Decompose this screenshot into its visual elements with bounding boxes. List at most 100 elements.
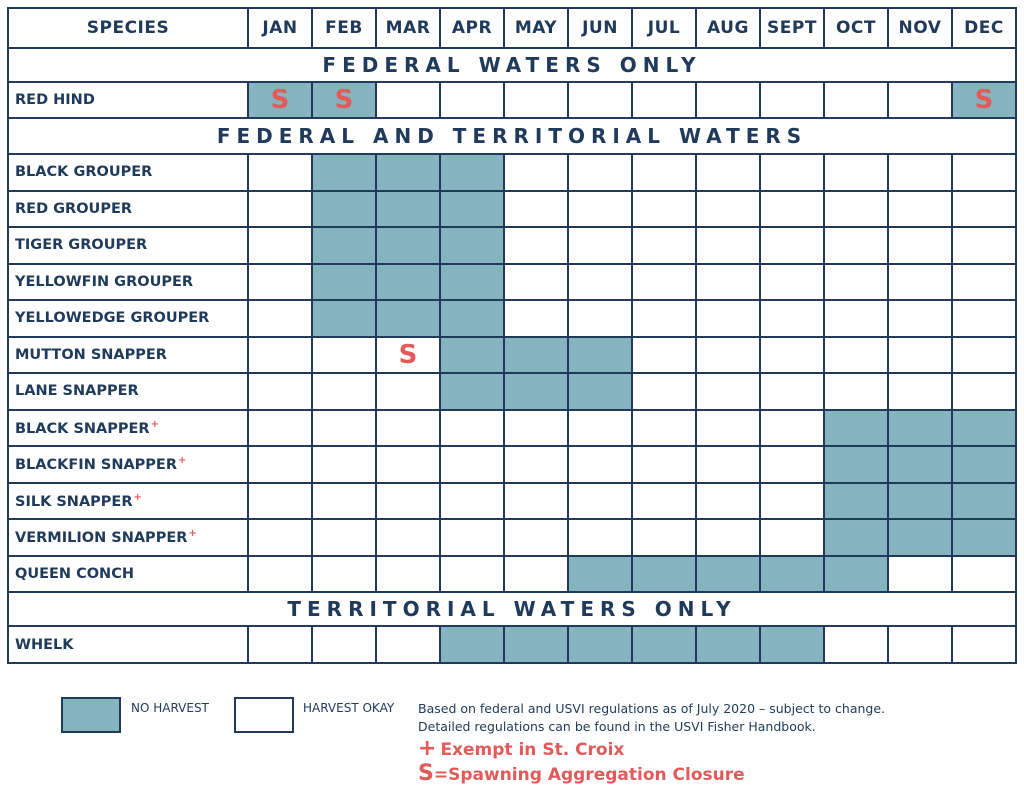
harvest-okay-cell bbox=[887, 153, 953, 192]
no-harvest-cell bbox=[951, 518, 1017, 557]
no-harvest-cell bbox=[567, 554, 633, 593]
harvest-okay-cell bbox=[567, 299, 633, 338]
species-name: LANE SNAPPER bbox=[7, 372, 249, 411]
month-header-aug: AUG bbox=[695, 7, 761, 49]
harvest-okay-cell bbox=[823, 153, 889, 192]
harvest-okay-cell bbox=[567, 518, 633, 557]
harvest-okay-cell bbox=[375, 445, 441, 484]
no-harvest-cell bbox=[631, 625, 697, 664]
spawning-closure-marker: S bbox=[974, 85, 994, 115]
species-name-text: LANE SNAPPER bbox=[15, 383, 139, 400]
no-harvest-cell bbox=[311, 153, 377, 192]
harvest-okay-cell bbox=[695, 481, 761, 520]
species-name-text: TIGER GROUPER bbox=[15, 237, 148, 254]
harvest-okay-cell bbox=[631, 226, 697, 265]
species-name-text: RED GROUPER bbox=[15, 200, 133, 217]
no-harvest-cell: S bbox=[247, 81, 313, 119]
no-harvest-cell bbox=[887, 408, 953, 447]
species-name: VERMILION SNAPPER+ bbox=[7, 518, 249, 557]
harvest-okay-cell bbox=[759, 335, 825, 374]
harvest-okay-cell bbox=[247, 408, 313, 447]
no-harvest-cell bbox=[375, 226, 441, 265]
spawning-text: =Spawning Aggregation Closure bbox=[433, 765, 745, 785]
regulation-note: Based on federal and USVI regulations as… bbox=[418, 700, 885, 736]
no-harvest-cell bbox=[951, 445, 1017, 484]
no-harvest-cell bbox=[311, 299, 377, 338]
species-name-text: MUTTON SNAPPER bbox=[15, 346, 167, 363]
harvest-okay-cell bbox=[503, 518, 569, 557]
harvest-okay-cell bbox=[695, 262, 761, 301]
species-name: SILK SNAPPER+ bbox=[7, 481, 249, 520]
regulation-note-line2: Detailed regulations can be found in the… bbox=[418, 719, 816, 734]
harvest-okay-cell bbox=[631, 335, 697, 374]
species-name-text: SILK SNAPPER bbox=[15, 493, 133, 510]
no-harvest-cell bbox=[951, 481, 1017, 520]
no-harvest-cell bbox=[375, 299, 441, 338]
harvest-okay-cell bbox=[951, 625, 1017, 664]
no-harvest-cell bbox=[631, 554, 697, 593]
species-name: YELLOWEDGE GROUPER bbox=[7, 299, 249, 338]
no-harvest-cell bbox=[439, 335, 505, 374]
harvest-okay-cell bbox=[375, 625, 441, 664]
harvest-okay-cell bbox=[311, 408, 377, 447]
closure-calendar-table: SPECIES JAN FEB MAR APR MAY JUN JUL AUG SEPT OCT N… bbox=[7, 7, 1017, 664]
spawning-symbol: S bbox=[418, 761, 434, 786]
no-harvest-cell bbox=[695, 625, 761, 664]
harvest-okay-cell bbox=[375, 554, 441, 593]
species-row: MUTTON SNAPPER S bbox=[7, 335, 1017, 374]
harvest-okay-cell bbox=[695, 408, 761, 447]
harvest-okay-cell bbox=[631, 299, 697, 338]
spawning-closure-marker: S bbox=[270, 85, 290, 115]
harvest-okay-cell bbox=[567, 189, 633, 228]
harvest-okay-cell bbox=[567, 81, 633, 119]
harvest-okay-cell: S bbox=[375, 335, 441, 374]
harvest-okay-cell bbox=[567, 153, 633, 192]
harvest-okay-cell bbox=[503, 481, 569, 520]
no-harvest-cell bbox=[311, 226, 377, 265]
harvest-okay-cell bbox=[503, 445, 569, 484]
species-row: VERMILION SNAPPER+ bbox=[7, 518, 1017, 557]
exempt-marker: + bbox=[178, 455, 187, 467]
species-row: BLACK GROUPER bbox=[7, 153, 1017, 192]
spawning-key: S=Spawning Aggregation Closure bbox=[418, 761, 745, 786]
harvest-okay-cell bbox=[695, 445, 761, 484]
no-harvest-cell: S bbox=[951, 81, 1017, 119]
species-row: WHELK bbox=[7, 625, 1017, 664]
harvest-okay-cell bbox=[439, 408, 505, 447]
no-harvest-cell bbox=[887, 481, 953, 520]
no-harvest-cell bbox=[503, 625, 569, 664]
harvest-okay-cell bbox=[439, 554, 505, 593]
no-harvest-cell bbox=[311, 189, 377, 228]
harvest-okay-cell bbox=[631, 153, 697, 192]
harvest-okay-cell bbox=[631, 262, 697, 301]
no-harvest-cell bbox=[567, 335, 633, 374]
header-row: SPECIES JAN FEB MAR APR MAY JUN JUL AUG SEPT OCT N… bbox=[7, 7, 1017, 49]
harvest-okay-cell bbox=[759, 481, 825, 520]
species-row: RED HIND S S S bbox=[7, 81, 1017, 119]
harvest-okay-cell bbox=[375, 81, 441, 119]
month-header-oct: OCT bbox=[823, 7, 889, 49]
harvest-okay-cell bbox=[567, 408, 633, 447]
no-harvest-cell bbox=[375, 262, 441, 301]
harvest-okay-cell bbox=[823, 335, 889, 374]
month-header-nov: NOV bbox=[887, 7, 953, 49]
no-harvest-cell bbox=[375, 189, 441, 228]
month-header-may: MAY bbox=[503, 7, 569, 49]
no-harvest-cell bbox=[503, 335, 569, 374]
month-header-apr: APR bbox=[439, 7, 505, 49]
no-harvest-cell bbox=[439, 262, 505, 301]
species-row: QUEEN CONCH bbox=[7, 554, 1017, 593]
harvest-okay-cell bbox=[247, 625, 313, 664]
species-name: BLACK GROUPER bbox=[7, 153, 249, 192]
species-name: MUTTON SNAPPER bbox=[7, 335, 249, 374]
harvest-okay-cell bbox=[631, 81, 697, 119]
harvest-okay-cell bbox=[631, 518, 697, 557]
exempt-marker: + bbox=[133, 491, 142, 503]
harvest-okay-cell bbox=[951, 372, 1017, 411]
harvest-okay-cell bbox=[311, 335, 377, 374]
month-header-feb: FEB bbox=[311, 7, 377, 49]
harvest-okay-cell bbox=[695, 335, 761, 374]
species-row: RED GROUPER bbox=[7, 189, 1017, 228]
section-title: FEDERAL AND TERRITORIAL WATERS bbox=[7, 117, 1017, 155]
no-harvest-cell bbox=[823, 408, 889, 447]
